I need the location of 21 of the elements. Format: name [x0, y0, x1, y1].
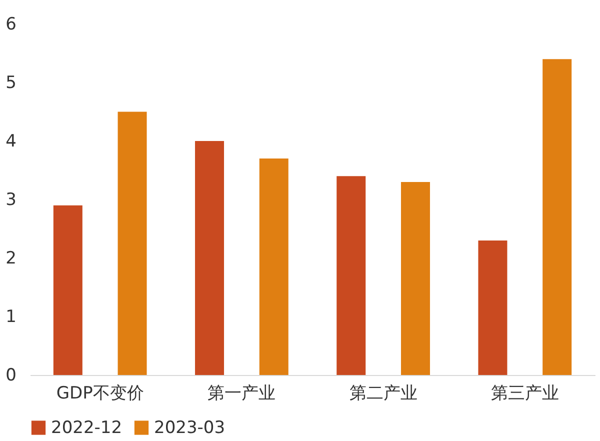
y-tick-label: 1 [6, 307, 16, 327]
legend-label: 2022-12 [51, 418, 122, 438]
y-tick-label: 5 [6, 73, 16, 93]
x-tick-label: 第三产业 [490, 384, 559, 404]
x-tick-label: 第一产业 [208, 384, 276, 404]
bar [542, 59, 572, 375]
bar [195, 141, 224, 375]
y-tick-label: 2 [6, 248, 16, 268]
bar [53, 205, 82, 375]
y-tick-label: 0 [6, 366, 16, 386]
bar [118, 112, 147, 375]
legend-label: 2023-03 [154, 418, 226, 438]
x-tick-label: GDP不变价 [56, 384, 144, 404]
bar [478, 240, 508, 375]
x-tick-label: 第二产业 [349, 384, 418, 404]
y-tick-label: 3 [6, 190, 16, 210]
bar [336, 176, 366, 375]
bar [400, 182, 430, 375]
y-tick-label: 4 [6, 132, 16, 152]
y-tick-label: 6 [6, 14, 16, 34]
bar [259, 158, 288, 375]
